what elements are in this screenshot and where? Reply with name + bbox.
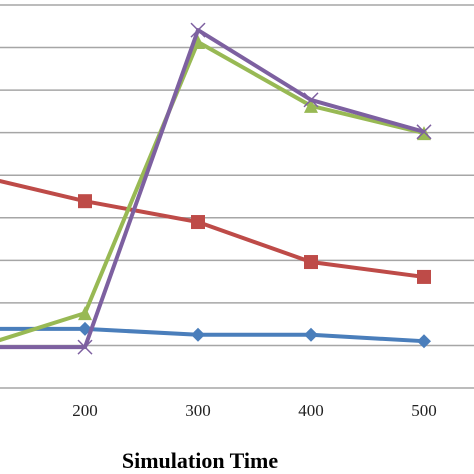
- marker: [304, 255, 318, 270]
- marker: [304, 327, 318, 342]
- x-tick-label: 500: [411, 401, 437, 420]
- line: [0, 326, 425, 344]
- marker: [416, 124, 432, 140]
- marker: [417, 334, 431, 349]
- line: [0, 28, 425, 350]
- marker: [78, 306, 92, 321]
- series: [0, 178, 431, 284]
- marker: [190, 22, 206, 38]
- marker: [304, 98, 318, 113]
- series: [0, 35, 431, 343]
- x-axis-title: Simulation Time: [122, 448, 279, 473]
- marker: [417, 126, 431, 141]
- marker: [191, 327, 205, 342]
- series: [0, 22, 432, 355]
- series: [0, 321, 431, 349]
- marker: [78, 194, 92, 209]
- marker: [77, 339, 93, 355]
- x-tick-label: 200: [72, 401, 98, 420]
- marker: [303, 92, 319, 108]
- marker: [191, 215, 205, 230]
- line: [0, 178, 425, 279]
- x-tick-label: 400: [298, 401, 324, 420]
- x-tick-label: 300: [185, 401, 211, 420]
- marker: [417, 269, 431, 284]
